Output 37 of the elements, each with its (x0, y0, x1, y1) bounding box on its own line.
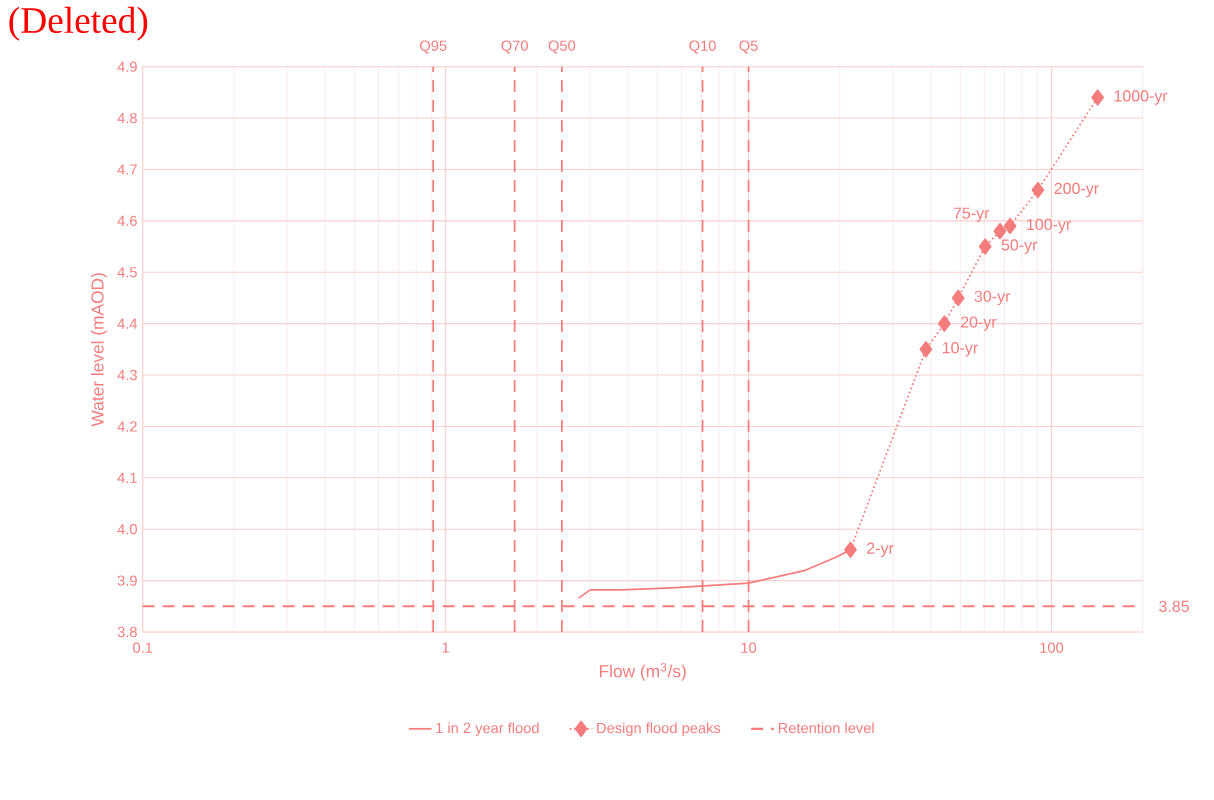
x-tick-label: 0.1 (133, 642, 153, 653)
annotation: 1000-yr (1114, 90, 1168, 105)
y-tick-label: 4.7 (117, 164, 137, 175)
ref-line-label: Q5 (739, 40, 758, 54)
y-axis-title: Water level (mAOD) (90, 273, 108, 427)
annotation: 10-yr (942, 342, 978, 357)
annotation: 75-yr (953, 207, 990, 222)
x-tick-label: 1 (442, 642, 449, 653)
y-tick-label: 4.3 (117, 369, 137, 381)
y-tick-label: 4.8 (117, 112, 137, 124)
y-tick-label: 3.9 (117, 575, 137, 586)
legend-label: Design flood peaks (597, 722, 721, 737)
annotation: 30-yr (974, 290, 1011, 306)
legend-label: Retention level (778, 722, 874, 734)
annotation: 100-yr (1027, 218, 1071, 234)
ref-line-label: Q70 (501, 40, 528, 54)
annotation: 2-yr (867, 542, 894, 558)
ref-line-label: Q10 (689, 40, 716, 54)
x-tick-label: 100 (1040, 642, 1064, 653)
x-tick-label: 10 (741, 642, 757, 653)
ref-line-label: Q50 (548, 40, 576, 54)
annotation: 200-yr (1054, 182, 1099, 198)
legend-label: 1 in 2 year flood (436, 722, 539, 737)
y-tick-label: 4.6 (117, 215, 137, 227)
ref-line-label: Q95 (420, 40, 447, 54)
annotation: 50-yr (1001, 239, 1038, 254)
text: (Deleted) (9, 6, 148, 41)
y-tick-label: 3.8 (117, 626, 137, 638)
annotation: 3.85 (1159, 600, 1189, 612)
annotation: 20-yr (960, 316, 997, 331)
y-tick-label: 4.1 (117, 472, 137, 483)
y-tick-label: 4.9 (117, 61, 137, 72)
y-tick-label: 4.5 (117, 267, 137, 278)
y-tick-label: 4.2 (117, 421, 137, 432)
x-axis-title: Flow (m$^{3}$/s) (599, 662, 686, 681)
y-tick-label: 4.0 (117, 524, 137, 535)
y-tick-label: 4.4 (117, 318, 138, 329)
